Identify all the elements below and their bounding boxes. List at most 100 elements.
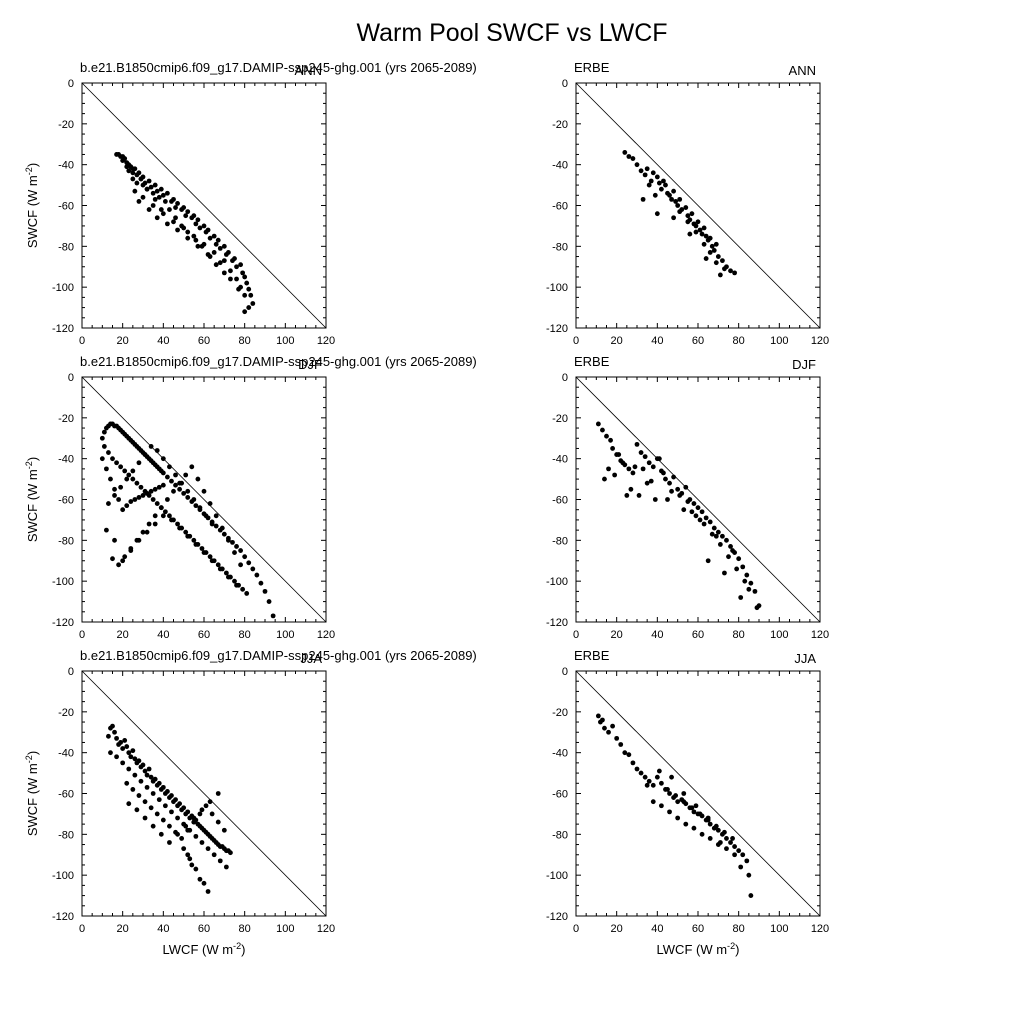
data-point — [124, 744, 130, 749]
data-point — [177, 486, 183, 492]
data-point — [715, 827, 721, 833]
data-point — [152, 521, 158, 527]
y-tick-label: -60 — [552, 495, 568, 507]
data-point — [732, 844, 737, 849]
data-point — [722, 570, 727, 576]
x-tick-label: 100 — [276, 923, 294, 935]
data-point — [162, 199, 168, 204]
data-point — [744, 572, 750, 578]
data-point — [134, 537, 140, 543]
y-tick-label: -60 — [58, 201, 74, 213]
data-point — [228, 276, 233, 282]
data-point — [185, 533, 191, 539]
data-point — [663, 476, 668, 482]
data-point — [167, 823, 172, 829]
data-point — [189, 464, 195, 470]
data-point — [138, 176, 144, 182]
data-point — [140, 493, 146, 498]
data-point — [648, 478, 654, 484]
data-point — [656, 456, 662, 462]
y-tick-label: 0 — [562, 78, 568, 90]
data-point — [152, 182, 158, 188]
data-point — [630, 760, 636, 766]
data-point — [213, 513, 219, 519]
x-tick-label: 20 — [117, 923, 129, 935]
data-point — [699, 231, 705, 237]
panel-case-label: b.e21.B1850cmip6.f09_g17.DAMIP-ssp245-gh… — [80, 354, 477, 369]
data-point — [667, 480, 672, 486]
y-tick-label: -40 — [552, 160, 568, 172]
data-point — [246, 560, 252, 566]
x-tick-label: 60 — [198, 629, 210, 641]
data-point — [132, 188, 138, 194]
data-point — [669, 488, 674, 494]
data-point — [156, 780, 162, 786]
data-point — [713, 823, 719, 829]
data-point — [185, 209, 191, 215]
data-point — [140, 762, 146, 768]
data-point — [134, 807, 140, 813]
data-point — [130, 476, 136, 482]
data-point — [659, 803, 664, 809]
data-point — [183, 529, 189, 535]
data-point — [211, 233, 217, 239]
data-point — [138, 484, 144, 490]
data-point — [595, 713, 601, 719]
data-point — [165, 221, 170, 227]
data-point — [642, 454, 648, 460]
data-point — [122, 554, 128, 560]
data-point — [614, 735, 620, 741]
data-point — [724, 537, 729, 543]
x-tick-label: 120 — [317, 335, 335, 347]
data-point — [217, 858, 223, 864]
data-point — [167, 513, 172, 519]
y-tick-label: -40 — [58, 160, 74, 172]
data-point — [228, 268, 233, 274]
data-point — [197, 225, 203, 231]
data-point — [185, 488, 191, 494]
data-point — [659, 186, 664, 192]
data-point — [242, 309, 248, 315]
data-point — [120, 507, 126, 513]
data-point — [717, 840, 723, 845]
data-point — [156, 484, 162, 490]
data-point — [238, 562, 244, 568]
y-tick-label: 0 — [562, 372, 568, 384]
data-point — [221, 531, 227, 537]
data-point — [146, 766, 152, 772]
data-point — [707, 836, 713, 841]
data-point — [118, 464, 124, 470]
data-point — [236, 286, 241, 292]
data-point — [246, 305, 252, 310]
data-point — [106, 501, 111, 506]
y-tick-label: -80 — [552, 829, 568, 841]
data-point — [126, 168, 132, 174]
data-point — [626, 154, 632, 159]
data-point — [193, 866, 199, 872]
data-point — [640, 196, 646, 202]
data-point — [726, 554, 731, 560]
data-point — [703, 233, 709, 239]
data-point — [130, 166, 136, 172]
data-point — [215, 791, 221, 796]
data-point — [650, 170, 656, 176]
data-point — [720, 533, 725, 539]
y-tick-label: -80 — [552, 241, 568, 253]
panel-season-label: JJA — [300, 651, 322, 666]
data-point — [189, 862, 195, 868]
data-point — [152, 486, 158, 492]
y-tick-label: 0 — [562, 666, 568, 678]
y-tick-label: -40 — [552, 748, 568, 760]
data-point — [213, 262, 219, 268]
scatter-panel-4: 0 20 40 60 80 100 120 0 -20 -40 -60 -80 -100 -120 DJF E… — [546, 354, 829, 641]
data-point — [675, 799, 681, 805]
data-point — [152, 776, 158, 782]
y-tick-label: -40 — [552, 454, 568, 466]
data-point — [101, 444, 107, 449]
data-point — [150, 190, 156, 196]
data-point — [201, 880, 207, 886]
data-point — [122, 738, 128, 743]
data-point — [160, 482, 166, 488]
data-point — [199, 807, 205, 813]
